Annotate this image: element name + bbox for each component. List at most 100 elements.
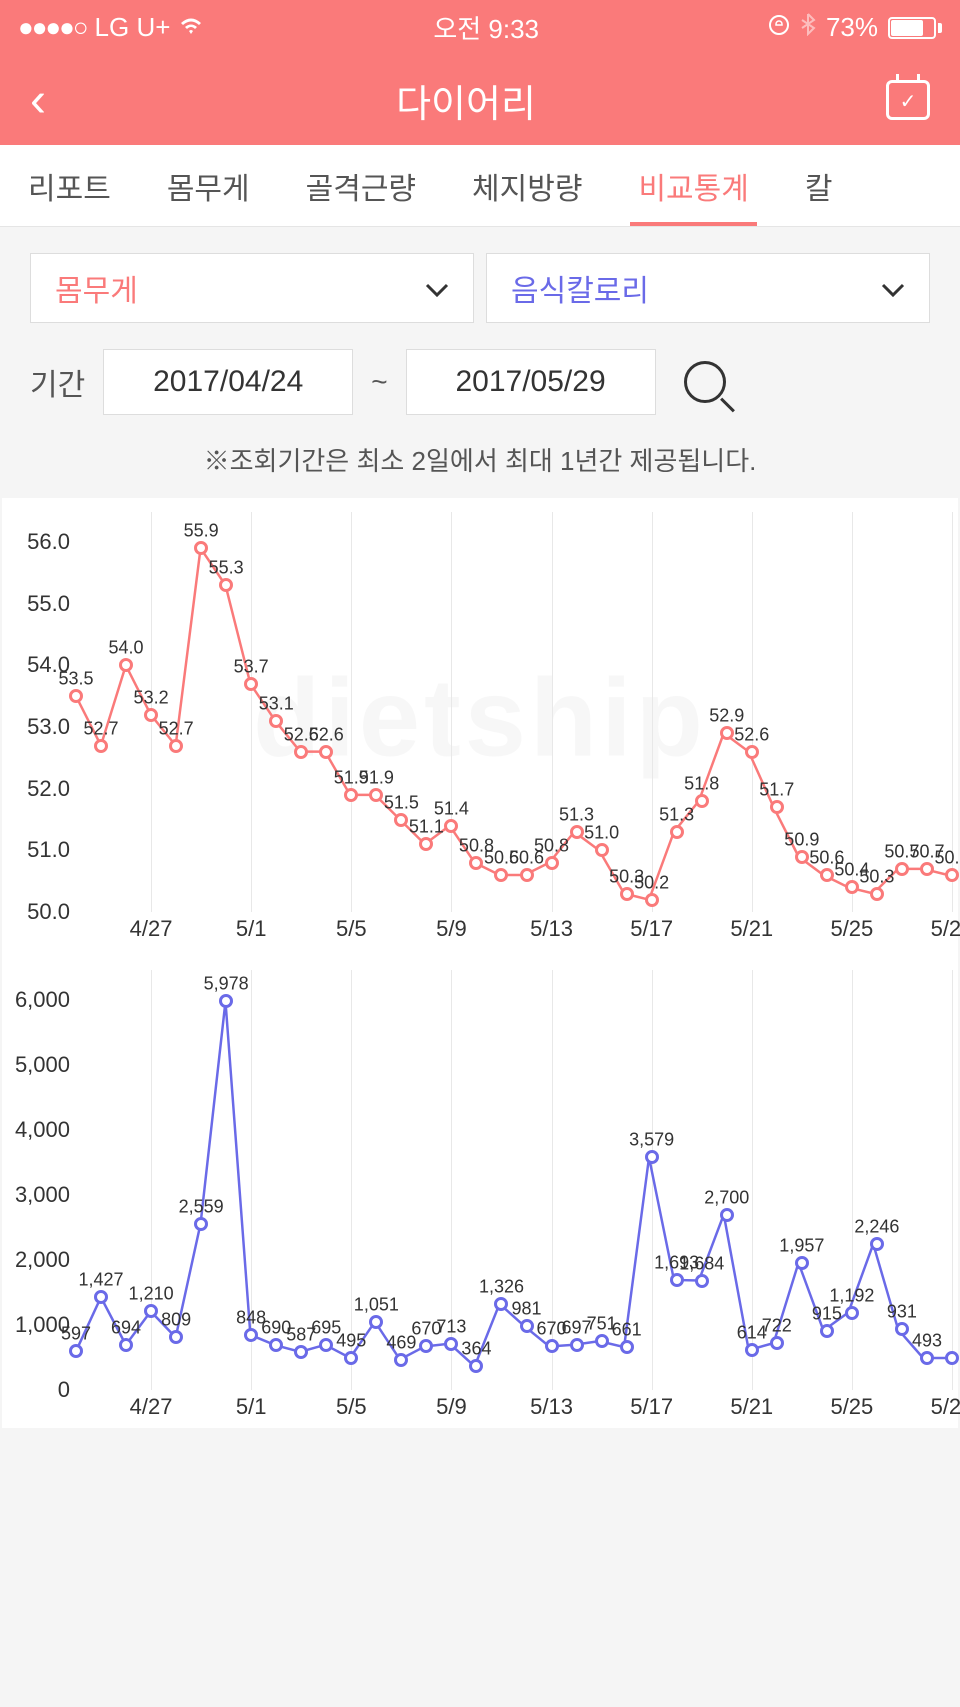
- value-label: 51.9: [359, 768, 394, 789]
- tab-3[interactable]: 체지방량: [444, 145, 610, 227]
- value-label: 54.0: [109, 638, 144, 659]
- data-point: [69, 689, 83, 703]
- data-point: [244, 677, 258, 691]
- x-tick-label: 5/5: [336, 916, 367, 942]
- value-label: 53.1: [259, 694, 294, 715]
- y-tick-label: 53.0: [27, 714, 70, 740]
- value-label: 1,051: [354, 1294, 399, 1315]
- data-point: [570, 1338, 584, 1352]
- value-label: 55.3: [209, 558, 244, 579]
- data-point: [595, 1334, 609, 1348]
- data-point: [595, 843, 609, 857]
- data-point: [144, 708, 158, 722]
- data-point: [820, 868, 834, 882]
- data-point: [469, 1359, 483, 1373]
- data-point: [745, 745, 759, 759]
- value-label: 809: [161, 1310, 191, 1331]
- value-label: 50.3: [859, 866, 894, 887]
- chevron-down-icon: [425, 272, 449, 304]
- value-label: 51.8: [684, 774, 719, 795]
- metric-left-label: 몸무게: [55, 266, 138, 310]
- data-point: [795, 1256, 809, 1270]
- value-label: 931: [887, 1302, 917, 1323]
- x-tick-label: 5/17: [630, 1394, 673, 1420]
- value-label: 3,579: [629, 1130, 674, 1151]
- tab-4[interactable]: 비교통계: [610, 145, 776, 227]
- data-point: [144, 1304, 158, 1318]
- value-label: 1,427: [78, 1270, 123, 1291]
- data-point: [194, 541, 208, 555]
- x-tick-label: 5/25: [830, 916, 873, 942]
- value-label: 50.2: [634, 872, 669, 893]
- x-tick-label: 5/9: [436, 1394, 467, 1420]
- carrier-label: LG U+: [95, 12, 171, 43]
- value-label: 2,246: [854, 1217, 899, 1238]
- battery-pct: 73%: [826, 12, 878, 43]
- status-time: 오전 9:33: [433, 9, 539, 46]
- calorie-chart: 01,0002,0003,0004,0005,0006,000 5971,427…: [8, 970, 952, 1420]
- tab-2[interactable]: 골격근량: [278, 145, 444, 227]
- value-label: 52.6: [734, 724, 769, 745]
- x-tick-label: 5/9: [436, 916, 467, 942]
- data-point: [895, 1322, 909, 1336]
- data-point: [369, 788, 383, 802]
- data-point: [720, 726, 734, 740]
- data-point: [294, 745, 308, 759]
- x-tick-label: 5/17: [630, 916, 673, 942]
- data-point: [94, 739, 108, 753]
- tab-5[interactable]: 칼: [777, 145, 861, 227]
- data-point: [520, 868, 534, 882]
- data-point: [520, 1319, 534, 1333]
- wifi-icon: [178, 12, 204, 43]
- x-tick-label: 5/21: [730, 916, 773, 942]
- end-date-input[interactable]: 2017/05/29: [406, 349, 656, 415]
- data-point: [69, 1344, 83, 1358]
- start-date-input[interactable]: 2017/04/24: [103, 349, 353, 415]
- tab-1[interactable]: 몸무게: [139, 145, 278, 227]
- data-point: [469, 856, 483, 870]
- period-label: 기간: [30, 360, 85, 404]
- data-point: [645, 1150, 659, 1164]
- data-point: [294, 1345, 308, 1359]
- value-label: 55.9: [184, 521, 219, 542]
- value-label: 51.5: [384, 792, 419, 813]
- metric-selectors: 몸무게 음식칼로리: [0, 227, 960, 335]
- search-icon[interactable]: [684, 361, 726, 403]
- data-point: [845, 880, 859, 894]
- value-label: 52.6: [309, 724, 344, 745]
- tab-0[interactable]: 리포트: [0, 145, 139, 227]
- value-label: 50.8: [534, 835, 569, 856]
- date-range-row: 기간 2017/04/24 ~ 2017/05/29: [0, 335, 960, 429]
- value-label: 53.2: [134, 687, 169, 708]
- data-point: [695, 1274, 709, 1288]
- data-point: [920, 862, 934, 876]
- value-label: 53.7: [234, 657, 269, 678]
- calendar-icon[interactable]: [886, 80, 930, 120]
- data-point: [645, 893, 659, 907]
- value-label: 713: [436, 1316, 466, 1337]
- data-point: [394, 813, 408, 827]
- data-point: [494, 868, 508, 882]
- data-point: [720, 1208, 734, 1222]
- y-tick-label: 52.0: [27, 776, 70, 802]
- value-label: 495: [336, 1331, 366, 1352]
- x-tick-label: 5/13: [530, 1394, 573, 1420]
- value-label: 1,192: [829, 1285, 874, 1306]
- data-point: [444, 819, 458, 833]
- metric-select-left[interactable]: 몸무게: [30, 253, 474, 323]
- data-point: [820, 1324, 834, 1338]
- value-label: 694: [111, 1318, 141, 1339]
- value-label: 1,326: [479, 1276, 524, 1297]
- page-title: 다이어리: [396, 73, 536, 128]
- value-label: 50.6: [934, 848, 960, 869]
- period-note: ※조회기간은 최소 2일에서 최대 1년간 제공됩니다.: [0, 429, 960, 498]
- x-tick-label: 5/29: [931, 916, 960, 942]
- charts-panel: dietship 50.051.052.053.054.055.056.0 53…: [2, 498, 958, 1428]
- back-button[interactable]: ‹: [30, 73, 46, 128]
- data-point: [670, 1273, 684, 1287]
- data-point: [319, 1338, 333, 1352]
- value-label: 51.7: [759, 780, 794, 801]
- value-label: 2,559: [179, 1196, 224, 1217]
- data-point: [945, 868, 959, 882]
- metric-select-right[interactable]: 음식칼로리: [486, 253, 930, 323]
